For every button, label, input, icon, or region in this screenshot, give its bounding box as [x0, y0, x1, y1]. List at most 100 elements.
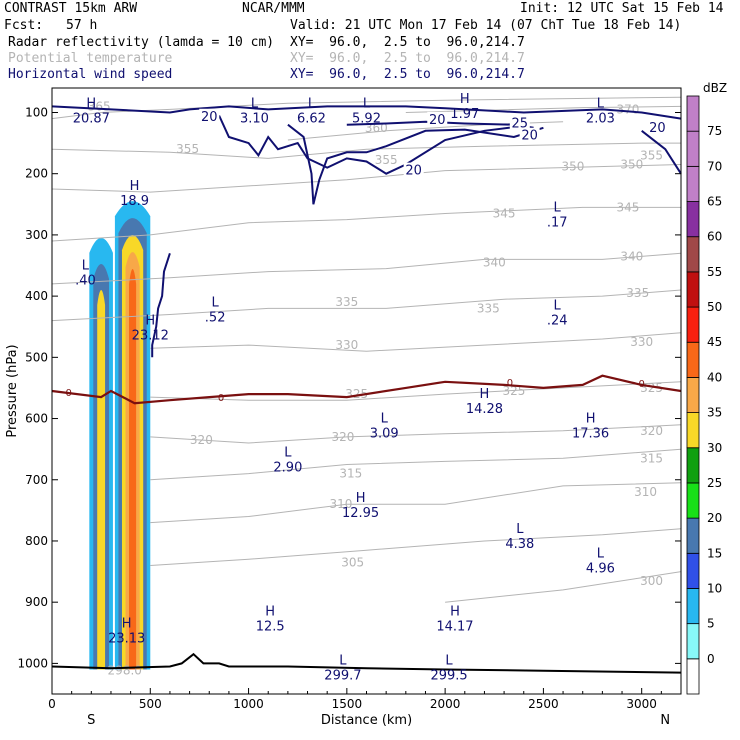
- colorbar-label: 75: [707, 124, 722, 138]
- fcst-value: 57 h: [66, 18, 98, 33]
- colorbar-label: 60: [707, 230, 722, 244]
- terrain-profile: [51, 652, 682, 674]
- theta-label: 335: [335, 295, 358, 309]
- low-marker: L: [445, 653, 453, 668]
- field3-xy: XY= 96.0, 2.5 to 96.0,214.7: [290, 67, 525, 82]
- extremum-value: 4.96: [586, 561, 615, 576]
- x-tick-label: 2000: [430, 697, 461, 711]
- extremum-value: 3.10: [240, 111, 269, 126]
- terrain-line: [51, 652, 682, 674]
- reflectivity-cell-0-30dbz: [97, 290, 106, 670]
- freezing-label: 0: [218, 393, 224, 404]
- theta-label: 335: [477, 301, 500, 315]
- theta-contour-355: [51, 142, 681, 159]
- theta-contour-325: [150, 381, 682, 401]
- low-marker: L: [597, 546, 605, 561]
- colorbar-label: 30: [707, 441, 722, 455]
- north-label: N: [660, 713, 670, 728]
- colorbar-segment: [686, 588, 700, 625]
- theta-label: 320: [190, 433, 213, 447]
- high-marker: H: [356, 491, 366, 506]
- theta-contour-370: [405, 105, 682, 113]
- theta-label: 305: [341, 555, 364, 569]
- theta-contour-300: [445, 571, 682, 603]
- colorbar-label: 5: [707, 617, 715, 631]
- theta-label: 330: [335, 338, 358, 352]
- low-marker: L: [381, 412, 389, 427]
- low-marker: L: [554, 298, 562, 313]
- south-label: S: [87, 713, 95, 728]
- wind-label: 20: [649, 121, 666, 136]
- colorbar-segment: [686, 447, 700, 484]
- freezing-line: [51, 374, 682, 405]
- extremum-value: 3.09: [370, 427, 399, 442]
- low-marker: L: [339, 653, 347, 668]
- theta-label: 320: [331, 430, 354, 444]
- extremum-value: .17: [547, 215, 568, 230]
- theta-label: 350: [620, 158, 643, 172]
- colorbar-segment: [686, 341, 700, 378]
- extremum-value: .52: [205, 310, 226, 325]
- extremum-value: 2.03: [586, 111, 615, 126]
- x-tick-label: 0: [48, 697, 56, 711]
- colorbar-segment: [686, 306, 700, 343]
- freezing-label: 0: [639, 379, 645, 390]
- y-tick-label: 700: [25, 473, 48, 487]
- high-marker: H: [86, 96, 96, 111]
- high-marker: H: [450, 604, 460, 619]
- low-marker: L: [82, 259, 90, 274]
- high-marker: H: [460, 92, 470, 107]
- colorbar-label: 50: [707, 300, 722, 314]
- colorbar-segment: [686, 658, 700, 695]
- colorbar-segment: [686, 482, 700, 519]
- field3-name: Horizontal wind speed: [8, 67, 173, 82]
- theta-label: 330: [630, 335, 653, 349]
- wind-label: 20: [405, 164, 422, 179]
- field2-name: Potential temperature: [8, 51, 173, 66]
- high-marker: H: [130, 179, 140, 194]
- theta-label: 325: [502, 384, 525, 398]
- colorbar-segment: [686, 552, 700, 589]
- extremum-value: 5.92: [352, 111, 381, 126]
- field1-xy: XY= 96.0, 2.5 to 96.0,214.7: [290, 35, 525, 50]
- theta-contour-345: [51, 206, 681, 242]
- model-title: CONTRAST 15km ARW: [4, 1, 138, 16]
- theta-label: 370: [616, 102, 639, 116]
- theta-label: 340: [483, 255, 506, 269]
- theta-label: 315: [640, 451, 663, 465]
- theta-contour-330: [150, 332, 682, 352]
- colorbar-segment: [686, 236, 700, 273]
- theta-label: 340: [620, 249, 643, 263]
- field1-name: Radar reflectivity (lamda = 10 cm): [8, 35, 275, 50]
- low-marker: L: [251, 96, 259, 111]
- low-marker: L: [554, 200, 562, 215]
- theta-contour-340: [51, 252, 682, 285]
- freezing-level: 0 0 0 0: [51, 374, 682, 405]
- y-tick-label: 1000: [17, 656, 48, 670]
- colorbar-label: 25: [707, 476, 722, 490]
- colorbar-segment: [686, 377, 700, 413]
- x-tick-label: 1000: [233, 697, 264, 711]
- low-marker: L: [363, 96, 371, 111]
- extremum-value: .40: [75, 274, 96, 289]
- colorbar-label: 35: [707, 406, 722, 420]
- low-marker: L: [308, 96, 316, 111]
- y-tick-label: 400: [25, 289, 48, 303]
- colorbar-segment: [686, 130, 700, 167]
- colorbar-label: 40: [707, 370, 722, 384]
- colorbar-segment: [686, 271, 700, 308]
- colorbar-segment: [686, 412, 700, 449]
- extremum-value: 4.38: [505, 537, 534, 552]
- extremum-value: 12.5: [256, 619, 285, 634]
- valid-time: Valid: 21 UTC Mon 17 Feb 14 (07 ChT Tue …: [290, 18, 682, 33]
- colorbar-segment: [686, 201, 700, 238]
- theta-label: 298.0: [108, 664, 142, 678]
- fcst-label: Fcst:: [4, 18, 44, 33]
- y-tick-label: 500: [25, 350, 48, 364]
- y-tick-label: 600: [25, 412, 48, 426]
- colorbar-label: 10: [707, 581, 722, 595]
- y-tick-label: 200: [25, 167, 48, 181]
